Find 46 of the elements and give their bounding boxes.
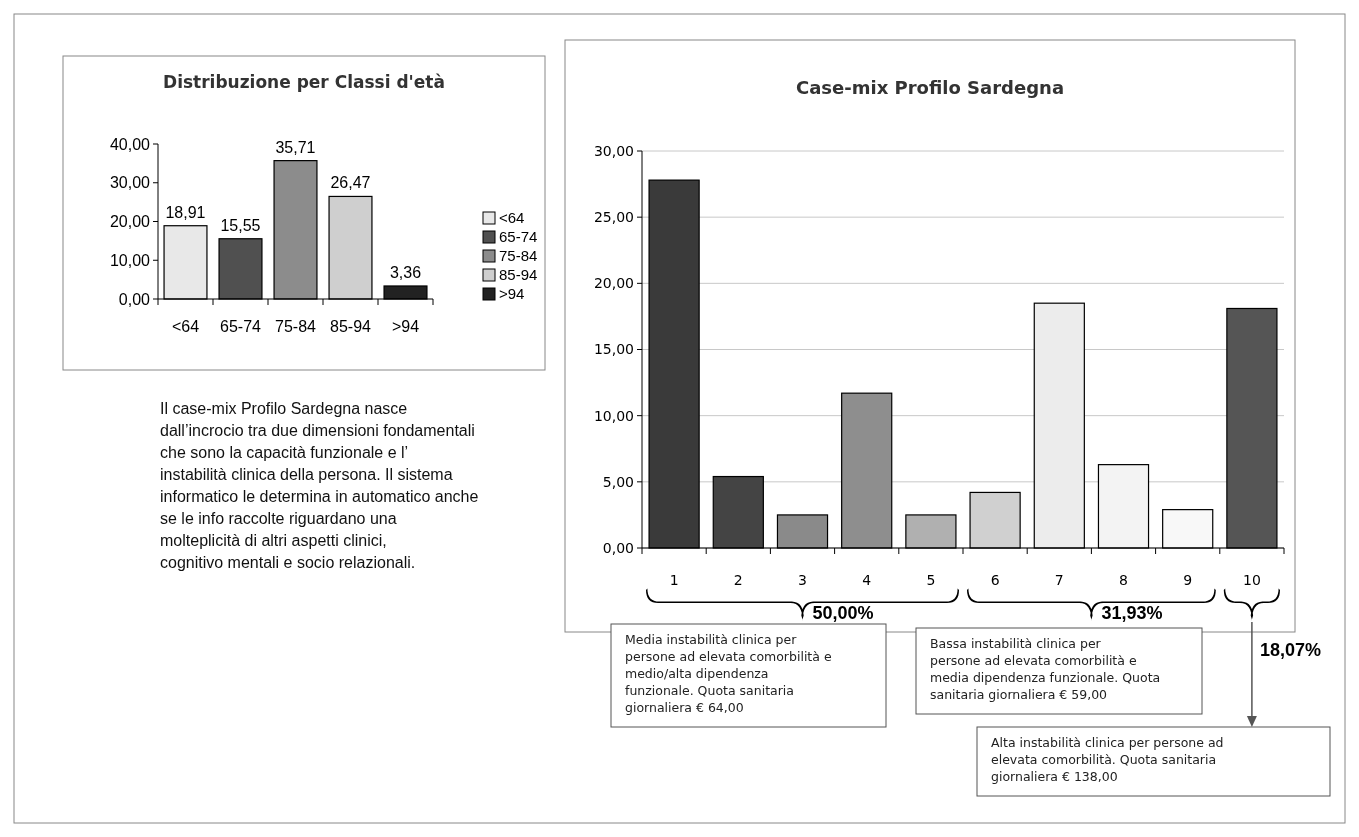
y-tick-label: 30,00: [109, 174, 151, 192]
x-tick-label: 8: [1119, 572, 1128, 588]
y-tick-label: 30,00: [593, 142, 634, 159]
y-tick-label: 10,00: [593, 407, 634, 424]
text: 50,00%: [812, 603, 874, 623]
x-tick-label: 2: [733, 572, 743, 588]
legend-label: 85-94: [499, 266, 538, 284]
x-tick-label: 75-84: [275, 318, 317, 335]
chart-title: Distribuzione per Classi d'età: [163, 72, 445, 92]
legend-label: >94: [499, 285, 525, 303]
text: Il case-mix Profilo Sardegna nasce dall’incrocio tra due dimensioni fondamentali che sono la capacità funzionale e l’ instabilità clinica della persona. Il sistema informatico le determina in automatico anche se le info raccolte riguardano una molteplicità di altri aspetti clinici, cognitivo mentali e socio relazionali.: [160, 400, 479, 571]
y-tick-label: 40,00: [109, 135, 151, 153]
x-tick-label: 5: [926, 572, 936, 588]
data-label: 3,36: [389, 263, 422, 281]
chart-title: Case-mix Profilo Sardegna: [795, 77, 1065, 98]
text: 18,07%: [1259, 640, 1321, 660]
text: Alta instabilità clinica per persone ad elevata comorbilità. Quota sanitaria giornaliera € 138,00: [991, 735, 1224, 784]
y-tick-label: 5,00: [602, 473, 634, 490]
legend-label: 65-74: [499, 228, 538, 246]
y-tick-label: 15,00: [593, 341, 634, 358]
legend-label: <64: [499, 209, 525, 227]
text: Bassa instabilità clinica per persone ad elevata comorbilità e media dipendenza funzionale. Quota sanitaria giornaliera € 59,00: [930, 636, 1161, 702]
legend-label: 75-84: [499, 247, 538, 265]
x-tick-label: 1: [669, 572, 679, 588]
x-tick-label: 7: [1054, 572, 1064, 588]
y-tick-label: 0,00: [602, 539, 634, 556]
data-label: 26,47: [330, 174, 371, 192]
x-tick-label: 4: [862, 572, 872, 588]
y-tick-label: 10,00: [109, 251, 151, 269]
y-tick-label: 25,00: [593, 209, 634, 226]
x-tick-label: 6: [990, 572, 1000, 588]
x-tick-label: 65-74: [220, 318, 262, 335]
x-tick-label: 9: [1183, 572, 1193, 588]
y-tick-label: 20,00: [593, 275, 634, 292]
y-tick-label: 20,00: [109, 213, 151, 231]
x-tick-label: <64: [171, 318, 200, 335]
data-label: 35,71: [275, 138, 316, 156]
x-tick-label: >94: [391, 318, 420, 335]
x-tick-label: 10: [1242, 572, 1261, 588]
data-label: 15,55: [220, 216, 261, 234]
text: Media instabilità clinica per persone ad elevata comorbilità e medio/alta dipendenza funzionale. Quota sanitaria giornaliera € 64,00: [625, 632, 832, 715]
text: 31,93%: [1101, 603, 1163, 623]
data-label: 18,91: [165, 203, 206, 221]
x-tick-label: 3: [798, 572, 807, 588]
x-tick-label: 85-94: [330, 318, 372, 335]
y-tick-label: 0,00: [118, 290, 151, 308]
